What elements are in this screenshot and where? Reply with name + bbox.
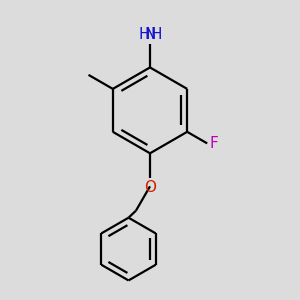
Text: N: N xyxy=(144,27,156,42)
Text: H: H xyxy=(139,27,150,42)
Text: O: O xyxy=(144,180,156,195)
Text: H: H xyxy=(150,27,161,42)
Text: F: F xyxy=(210,136,219,151)
